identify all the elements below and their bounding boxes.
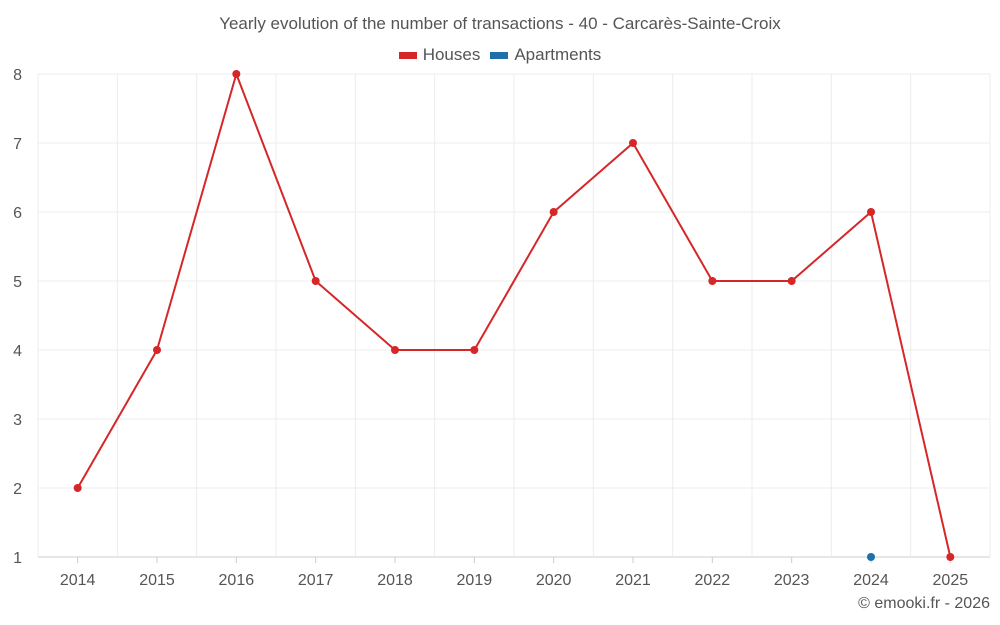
x-tick-label: 2021 [615, 572, 651, 589]
x-tick-label: 2020 [536, 572, 572, 589]
y-tick-label: 2 [13, 481, 22, 498]
data-point-houses [470, 346, 479, 354]
x-tick-label: 2018 [377, 572, 413, 589]
data-point-houses [391, 346, 399, 354]
x-tick-label: 2015 [139, 572, 175, 589]
x-tick-label: 2016 [219, 572, 255, 589]
x-tick-label: 2014 [60, 572, 96, 589]
x-tick-label: 2023 [774, 572, 810, 589]
y-tick-label: 6 [13, 205, 22, 222]
data-point-houses [787, 277, 796, 285]
legend: Houses Apartments [0, 45, 1000, 65]
chart-title: Yearly evolution of the number of transa… [219, 14, 781, 33]
data-point-apartments [867, 553, 875, 561]
data-point-houses [867, 208, 875, 216]
legend-item-apartments[interactable]: Apartments [490, 45, 601, 65]
legend-item-houses[interactable]: Houses [398, 45, 481, 65]
x-tick-label: 2022 [695, 572, 731, 589]
x-tick-label: 2017 [298, 572, 334, 589]
y-tick-label: 1 [13, 550, 22, 567]
data-point-houses [629, 139, 637, 147]
y-tick-label: 8 [13, 67, 22, 84]
data-point-houses [232, 70, 241, 78]
legend-swatch-apartments [490, 51, 509, 59]
data-point-houses [549, 208, 558, 216]
data-point-houses [946, 553, 955, 561]
y-tick-label: 3 [13, 412, 22, 429]
legend-label-apartments: Apartments [514, 45, 602, 64]
data-point-houses [708, 277, 717, 285]
y-tick-label: 5 [13, 274, 22, 291]
legend-label-houses: Houses [422, 45, 481, 64]
y-tick-label: 7 [13, 136, 22, 153]
series-line-houses [76, 73, 952, 558]
legend-swatch-houses [398, 51, 417, 59]
y-tick-label: 4 [13, 343, 22, 360]
credit-text: © emooki.fr - 2026 [858, 595, 990, 612]
x-tick-label: 2024 [853, 572, 889, 589]
data-point-houses [153, 346, 161, 354]
data-point-houses [73, 484, 82, 492]
x-tick-label: 2019 [457, 572, 493, 589]
data-point-houses [311, 277, 320, 285]
x-tick-label: 2025 [933, 572, 969, 589]
